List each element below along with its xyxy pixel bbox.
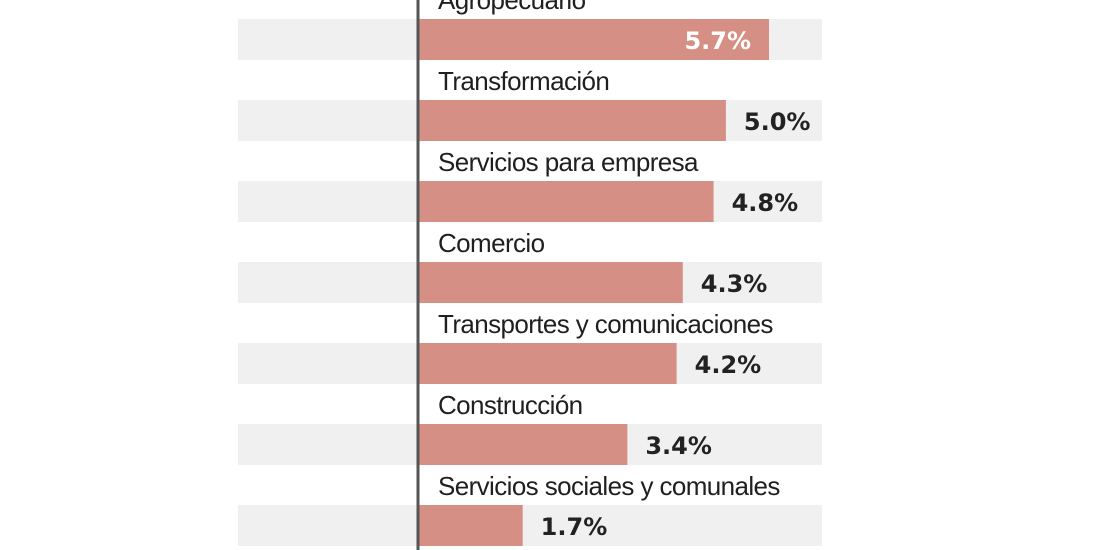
value-label: 4.2% (695, 351, 762, 379)
value-label: 4.8% (732, 189, 799, 217)
bar (418, 100, 726, 141)
bar (418, 262, 683, 303)
bar (418, 19, 769, 60)
value-label: 4.3% (701, 270, 768, 298)
value-label: 5.0% (744, 108, 811, 136)
value-label: 5.7% (684, 27, 751, 55)
row-band (238, 505, 822, 546)
category-label: Transportes y comunicaciones (438, 309, 773, 339)
value-label: 3.4% (645, 432, 712, 460)
value-label: 1.7% (541, 513, 608, 541)
bar (418, 505, 523, 546)
category-label: Transformación (438, 66, 609, 96)
category-label: Comercio (438, 228, 545, 258)
bar (418, 424, 628, 465)
category-label: Agropecuario (438, 0, 586, 15)
category-label: Servicios sociales y comunales (438, 471, 780, 501)
bar (418, 343, 677, 384)
category-label: Servicios para empresa (438, 147, 699, 177)
bar (418, 181, 714, 222)
category-label: Construcción (438, 390, 583, 420)
